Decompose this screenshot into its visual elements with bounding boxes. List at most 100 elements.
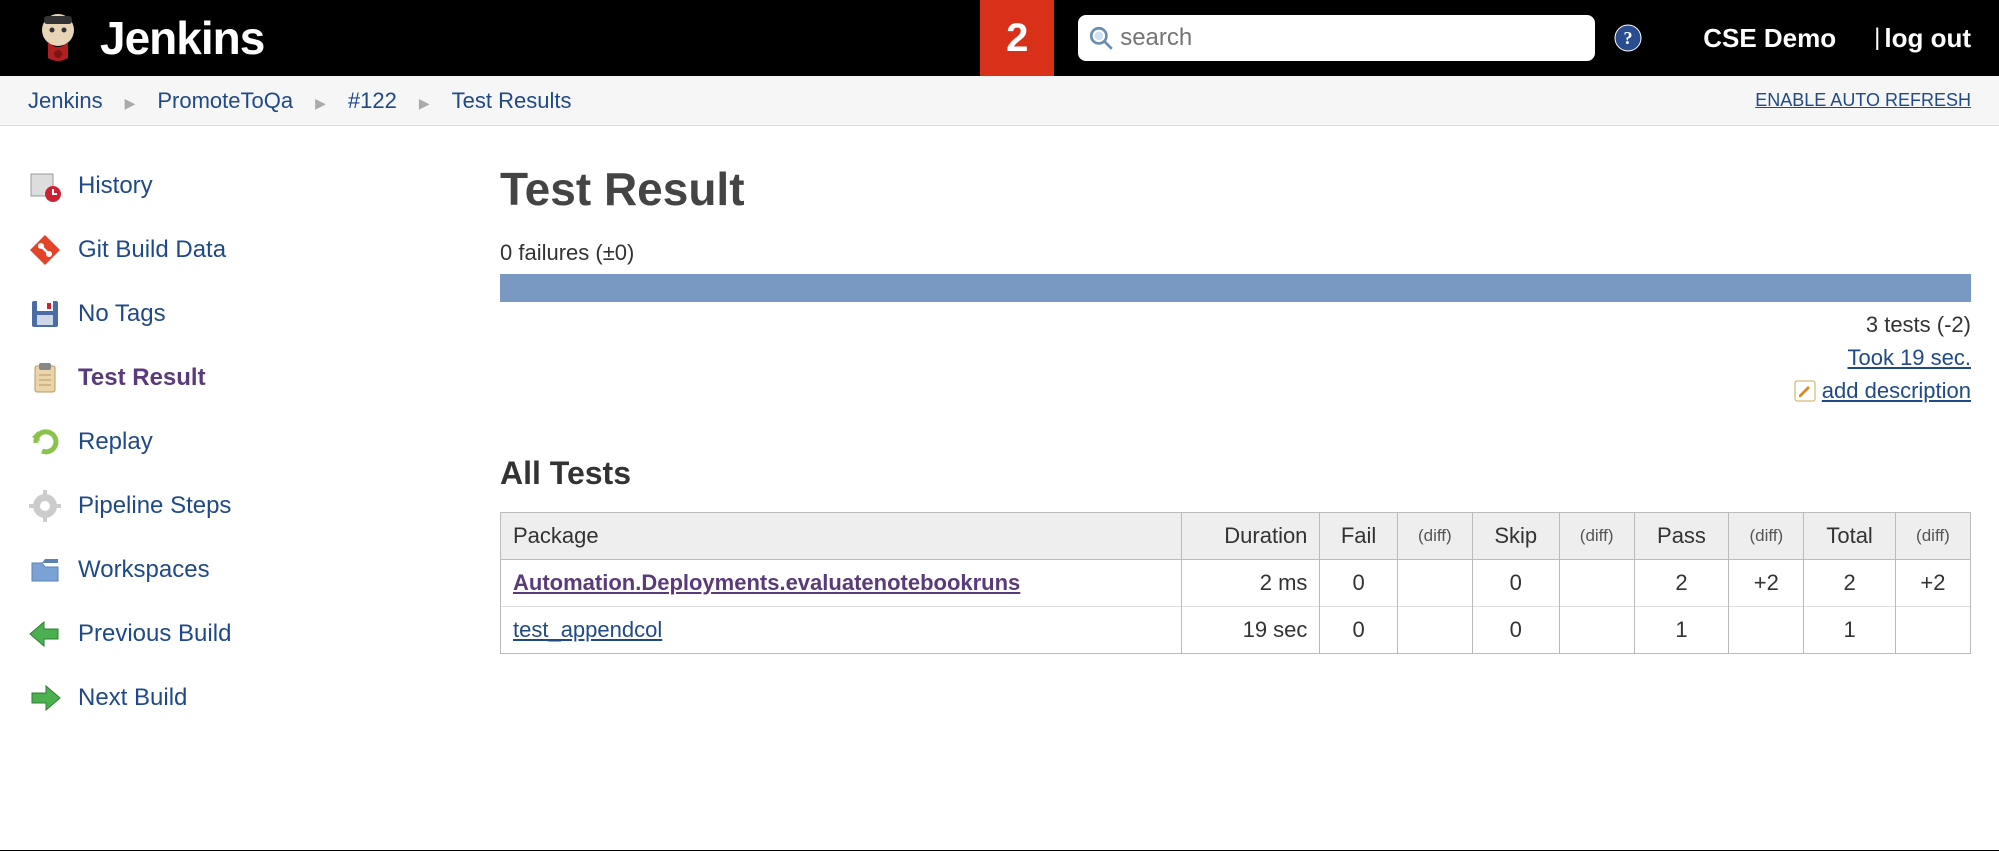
fail-cell: 0 <box>1320 607 1397 654</box>
git-icon <box>28 233 62 267</box>
test-result-bar <box>500 274 1971 302</box>
user-name[interactable]: CSE Demo <box>1703 23 1836 54</box>
add-description-link[interactable]: add description <box>1822 374 1971 407</box>
chevron-right-icon: ▶ <box>419 95 430 111</box>
sidebar-item-history[interactable]: History <box>28 154 500 218</box>
tests-table: PackageDurationFail(diff)Skip(diff)Pass(… <box>500 512 1971 654</box>
package-cell: test_appendcol <box>501 607 1182 654</box>
sidebar-item-label: Workspaces <box>78 556 210 584</box>
sidebar-item-label: Previous Build <box>78 620 231 648</box>
breadcrumb-item[interactable]: #122 <box>348 88 397 113</box>
main-layout: History Git Build Data No Tags Test Result R… <box>0 126 1999 730</box>
help-icon[interactable]: ? <box>1613 23 1643 53</box>
tests-summary: 3 tests (-2) <box>500 308 1971 341</box>
arrow-left-icon <box>28 617 62 651</box>
fail-diff-cell <box>1397 607 1472 654</box>
table-header-cell[interactable]: (diff) <box>1559 513 1634 560</box>
sidebar: History Git Build Data No Tags Test Result R… <box>0 126 500 730</box>
arrow-right-icon <box>28 681 62 715</box>
failures-summary: 0 failures (±0) <box>500 240 1971 266</box>
duration-cell: 2 ms <box>1182 560 1320 607</box>
separator: | <box>1874 24 1880 52</box>
search-box[interactable] <box>1078 15 1595 61</box>
redo-icon <box>28 425 62 459</box>
save-icon <box>28 297 62 331</box>
fail-diff-cell <box>1397 560 1472 607</box>
table-header-cell[interactable]: (diff) <box>1729 513 1804 560</box>
sidebar-item-pipeline-steps[interactable]: Pipeline Steps <box>28 474 500 538</box>
fail-cell: 0 <box>1320 560 1397 607</box>
top-bar: Jenkins 2 ? CSE Demo | log out <box>0 0 1999 76</box>
table-header-cell[interactable]: (diff) <box>1895 513 1970 560</box>
table-header-cell[interactable]: Package <box>501 513 1182 560</box>
logo[interactable]: Jenkins <box>0 8 264 68</box>
total-cell: 2 <box>1804 560 1895 607</box>
table-header-cell[interactable]: Pass <box>1634 513 1729 560</box>
table-row: test_appendcol19 sec0011 <box>501 607 1971 654</box>
pass-diff-cell <box>1729 607 1804 654</box>
chevron-right-icon: ▶ <box>125 95 136 111</box>
table-header-cell[interactable]: Fail <box>1320 513 1397 560</box>
content: Test Result 0 failures (±0) 3 tests (-2)… <box>500 126 1999 730</box>
breadcrumb-item[interactable]: Test Results <box>452 88 572 113</box>
history-icon <box>28 169 62 203</box>
table-header-cell[interactable]: Duration <box>1182 513 1320 560</box>
search-icon <box>1088 25 1114 51</box>
total-cell: 1 <box>1804 607 1895 654</box>
sidebar-item-label: Git Build Data <box>78 236 226 264</box>
sidebar-item-replay[interactable]: Replay <box>28 410 500 474</box>
clipboard-icon <box>28 361 62 395</box>
table-header-cell[interactable]: (diff) <box>1397 513 1472 560</box>
sidebar-item-workspaces[interactable]: Workspaces <box>28 538 500 602</box>
package-cell: Automation.Deployments.evaluatenotebookr… <box>501 560 1182 607</box>
took-link[interactable]: Took 19 sec. <box>1847 345 1971 370</box>
package-link[interactable]: Automation.Deployments.evaluatenotebookr… <box>513 570 1020 595</box>
notification-badge[interactable]: 2 <box>980 0 1054 76</box>
notification-count: 2 <box>1006 16 1028 61</box>
sidebar-item-label: Pipeline Steps <box>78 492 231 520</box>
breadcrumb-item[interactable]: PromoteToQa <box>157 88 293 113</box>
logout-link[interactable]: log out <box>1884 23 1971 54</box>
page-title: Test Result <box>500 162 1971 216</box>
sidebar-item-git-build-data[interactable]: Git Build Data <box>28 218 500 282</box>
sidebar-item-label: Test Result <box>78 364 206 392</box>
all-tests-heading: All Tests <box>500 455 1971 492</box>
sidebar-item-label: Replay <box>78 428 153 456</box>
total-diff-cell <box>1895 607 1970 654</box>
skip-cell: 0 <box>1472 607 1559 654</box>
folder-icon <box>28 553 62 587</box>
table-header-cell[interactable]: Skip <box>1472 513 1559 560</box>
sidebar-item-test-result[interactable]: Test Result <box>28 346 500 410</box>
sidebar-item-label: Next Build <box>78 684 187 712</box>
package-link[interactable]: test_appendcol <box>513 617 662 642</box>
pass-cell: 1 <box>1634 607 1729 654</box>
table-row: Automation.Deployments.evaluatenotebookr… <box>501 560 1971 607</box>
svg-text:?: ? <box>1624 28 1633 48</box>
total-diff-cell: +2 <box>1895 560 1970 607</box>
edit-icon <box>1794 380 1816 402</box>
breadcrumb-bar: Jenkins ▶ PromoteToQa ▶ #122 ▶ Test Results EN… <box>0 76 1999 126</box>
chevron-right-icon: ▶ <box>315 95 326 111</box>
tests-table-body: Automation.Deployments.evaluatenotebookr… <box>501 560 1971 654</box>
skip-cell: 0 <box>1472 560 1559 607</box>
duration-cell: 19 sec <box>1182 607 1320 654</box>
breadcrumb: Jenkins ▶ PromoteToQa ▶ #122 ▶ Test Results <box>28 88 571 114</box>
breadcrumb-item[interactable]: Jenkins <box>28 88 103 113</box>
skip-diff-cell <box>1559 560 1634 607</box>
pass-diff-cell: +2 <box>1729 560 1804 607</box>
pass-cell: 2 <box>1634 560 1729 607</box>
sidebar-item-no-tags[interactable]: No Tags <box>28 282 500 346</box>
gear-icon <box>28 489 62 523</box>
jenkins-logo-icon <box>28 8 88 68</box>
table-header-cell[interactable]: Total <box>1804 513 1895 560</box>
skip-diff-cell <box>1559 607 1634 654</box>
logo-text: Jenkins <box>100 11 264 65</box>
tests-table-header: PackageDurationFail(diff)Skip(diff)Pass(… <box>501 513 1971 560</box>
search-input[interactable] <box>1114 24 1585 52</box>
enable-auto-refresh-link[interactable]: ENABLE AUTO REFRESH <box>1755 90 1971 111</box>
sidebar-item-label: History <box>78 172 153 200</box>
sidebar-item-label: No Tags <box>78 300 166 328</box>
stats-block: 3 tests (-2) Took 19 sec. add descriptio… <box>500 308 1971 407</box>
sidebar-item-next-build[interactable]: Next Build <box>28 666 500 730</box>
sidebar-item-previous-build[interactable]: Previous Build <box>28 602 500 666</box>
